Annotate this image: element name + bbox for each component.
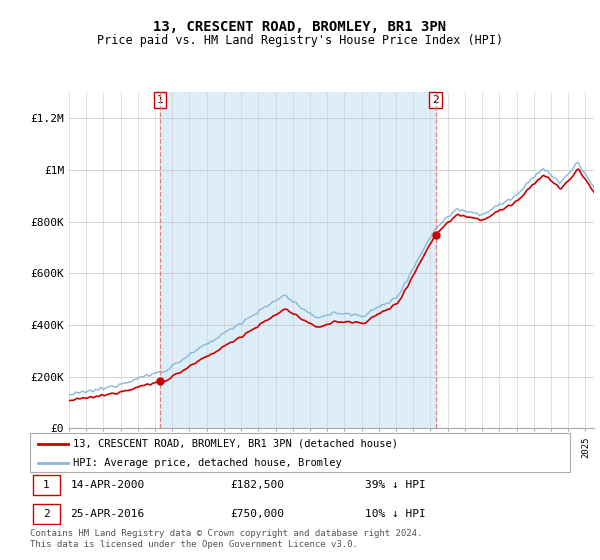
Text: 13, CRESCENT ROAD, BROMLEY, BR1 3PN: 13, CRESCENT ROAD, BROMLEY, BR1 3PN — [154, 20, 446, 34]
FancyBboxPatch shape — [33, 504, 60, 524]
Text: 13, CRESCENT ROAD, BROMLEY, BR1 3PN (detached house): 13, CRESCENT ROAD, BROMLEY, BR1 3PN (det… — [73, 438, 398, 449]
Text: £182,500: £182,500 — [230, 480, 284, 490]
Text: Price paid vs. HM Land Registry's House Price Index (HPI): Price paid vs. HM Land Registry's House … — [97, 34, 503, 46]
FancyBboxPatch shape — [33, 475, 60, 495]
Text: 25-APR-2016: 25-APR-2016 — [71, 509, 145, 519]
Text: HPI: Average price, detached house, Bromley: HPI: Average price, detached house, Brom… — [73, 458, 342, 468]
Text: 1: 1 — [43, 480, 50, 490]
Text: 39% ↓ HPI: 39% ↓ HPI — [365, 480, 425, 490]
Text: £750,000: £750,000 — [230, 509, 284, 519]
Text: 14-APR-2000: 14-APR-2000 — [71, 480, 145, 490]
Text: 1: 1 — [157, 95, 163, 105]
Text: 2: 2 — [432, 95, 439, 105]
FancyBboxPatch shape — [30, 433, 570, 472]
Text: 10% ↓ HPI: 10% ↓ HPI — [365, 509, 425, 519]
Text: Contains HM Land Registry data © Crown copyright and database right 2024.
This d: Contains HM Land Registry data © Crown c… — [30, 529, 422, 549]
Bar — [160, 92, 436, 428]
Text: 2: 2 — [43, 509, 50, 519]
